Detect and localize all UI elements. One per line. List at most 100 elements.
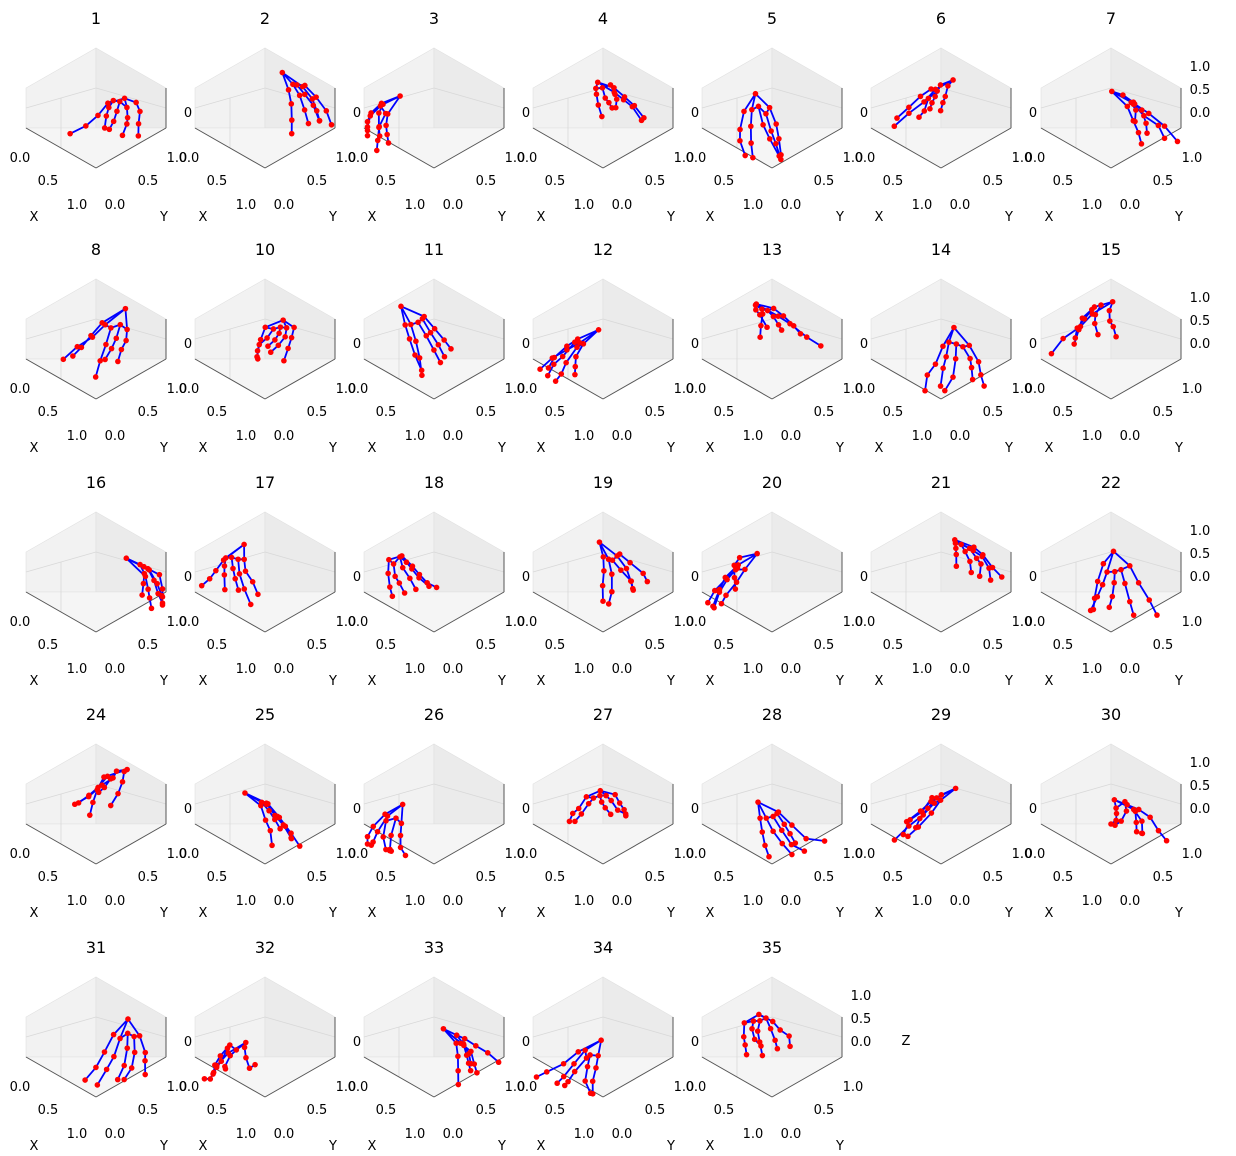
keypoint (600, 598, 606, 604)
grid-line (95, 87, 167, 109)
keypoint (891, 123, 898, 130)
panel-title: 5 (767, 9, 777, 28)
keypoint (566, 818, 573, 825)
x-axis-label: X (1045, 674, 1054, 689)
keypoint (221, 563, 228, 569)
panel-title: 10 (255, 240, 275, 259)
grid-line (940, 783, 1012, 805)
bone-line (739, 552, 758, 559)
x-tick-label: 0.0 (686, 847, 707, 862)
right-pane (1110, 511, 1182, 593)
keypoint (606, 99, 612, 106)
y-axis-label: Y (666, 441, 675, 456)
z-tick-label: 1.0 (1190, 60, 1211, 75)
keypoint (123, 337, 129, 344)
keypoint (986, 565, 992, 571)
panel-title: 30 (1101, 705, 1121, 724)
keypoint (135, 120, 142, 127)
keypoint (388, 832, 394, 839)
x-axis-line (363, 591, 435, 633)
bone-line (1129, 565, 1140, 584)
keypoint (233, 1047, 240, 1053)
keypoint (589, 1078, 596, 1085)
keypoint (136, 1033, 143, 1039)
keypoint (750, 1018, 757, 1024)
keypoint (950, 77, 956, 83)
keypoint (102, 321, 109, 328)
keypoint (1111, 797, 1118, 803)
keypoint (593, 91, 600, 97)
keypoint (623, 565, 630, 572)
x-axis-line (870, 358, 942, 400)
keypoint (269, 842, 275, 849)
panel: 6 0.0 0.5 1.0 0.0 0.5 1.0 X Y 0 (855, 9, 1037, 225)
y-axis-label: Y (328, 210, 337, 225)
keypoint (769, 1018, 776, 1025)
keypoint (121, 1076, 128, 1083)
x-tick-label: 0.0 (348, 151, 369, 166)
bone-line (768, 138, 780, 157)
x-axis-line (701, 127, 773, 169)
keypoint (131, 1049, 138, 1056)
panel: 16 0.0 0.5 1.0 0.0 0.5 1.0 X Y 0 (10, 473, 192, 689)
keypoint (466, 1050, 472, 1057)
x-axis-label: X (368, 441, 377, 456)
bone-line (791, 824, 807, 840)
x-axis-label: X (537, 906, 546, 921)
y-tick-label: 1.0 (167, 1080, 188, 1095)
y-tick-label: 1.0 (1182, 847, 1203, 862)
x-tick-label: 0.0 (1025, 615, 1046, 630)
keypoint (932, 86, 939, 93)
keypoint (1071, 341, 1077, 347)
x-tick-label: 1.0 (743, 198, 764, 213)
y-tick-label: 0.0 (612, 894, 633, 909)
keypoint (551, 361, 557, 368)
y-axis-line (1110, 591, 1182, 633)
y-axis-label: Y (666, 674, 675, 689)
keypoint (1126, 598, 1133, 605)
bone-line (777, 811, 793, 826)
keypoint (135, 133, 142, 139)
keypoint (630, 587, 637, 593)
x-tick-label: 1.0 (67, 1127, 88, 1142)
z-tick-label: 0.0 (1190, 570, 1211, 585)
panel-title: 32 (255, 938, 275, 957)
bone-line (386, 803, 404, 817)
keypoint (998, 574, 1005, 580)
x-axis-label: X (537, 674, 546, 689)
keypoint (614, 807, 621, 813)
keypoint (770, 305, 777, 312)
keypoint (753, 307, 759, 313)
keypoint (90, 799, 96, 806)
keypoint (198, 582, 205, 589)
bone-line (563, 1051, 579, 1065)
keypoint (156, 571, 163, 578)
y-tick-label: 0.0 (443, 894, 464, 909)
keypoint (757, 311, 763, 318)
keypoint (750, 154, 756, 161)
keypoint (789, 851, 795, 858)
panel: 35 0.0 0.5 1.0 0.0 0.5 1.0 X Y 0.0 0.5 1.0 Z (686, 938, 911, 1154)
z-tick-label: 1.0 (1190, 291, 1211, 306)
keypoint (105, 100, 111, 107)
x-axis-line (194, 823, 266, 865)
bone-line (124, 308, 128, 330)
keypoint (602, 805, 609, 811)
keypoint (640, 570, 646, 577)
keypoint (386, 556, 392, 563)
keypoint (145, 586, 151, 593)
keypoint (748, 140, 754, 146)
y-tick-label: 0.5 (983, 870, 1004, 885)
keypoint (1122, 798, 1128, 805)
bone-line (546, 1062, 564, 1073)
keypoint (288, 334, 295, 341)
right-pane (433, 278, 505, 360)
keypoint (277, 324, 284, 330)
keypoint (1104, 569, 1110, 575)
x-tick-label: 0.5 (883, 405, 904, 420)
keypoint (583, 794, 590, 800)
keypoint (106, 104, 112, 111)
z-tick-label: 0 (860, 570, 868, 585)
x-axis-line (194, 358, 266, 400)
